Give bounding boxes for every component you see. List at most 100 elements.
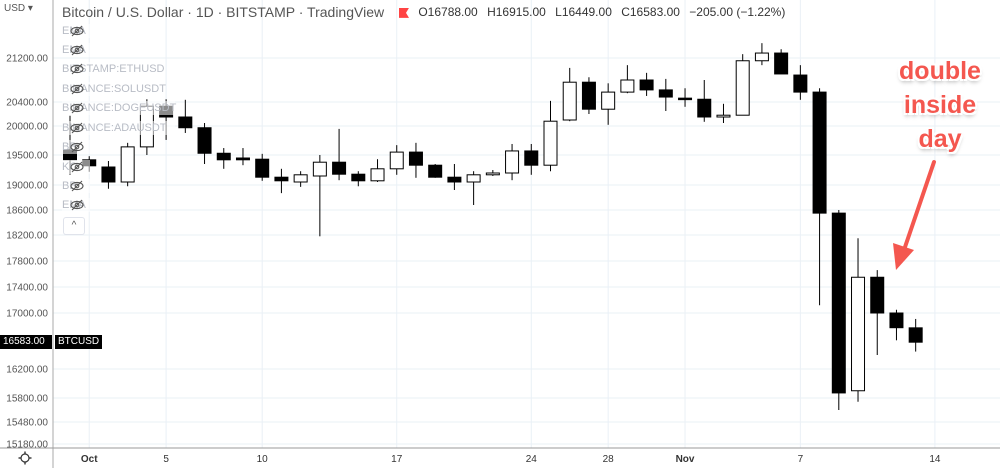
candle-body bbox=[620, 79, 635, 93]
date-tick-label: 24 bbox=[526, 454, 538, 465]
candle-body bbox=[793, 74, 808, 93]
candle bbox=[639, 72, 654, 96]
legend-item[interactable]: EMA bbox=[62, 24, 90, 38]
price-tick-label: 16200.00 bbox=[6, 365, 48, 376]
legend-item[interactable]: BITSTAMP:ETHUSD bbox=[62, 62, 164, 76]
candle-body bbox=[754, 52, 769, 62]
candle bbox=[197, 123, 212, 164]
candle-body bbox=[543, 120, 558, 166]
price-tick-label: 15180.00 bbox=[6, 440, 48, 451]
candle bbox=[908, 318, 923, 352]
date-tick-label: Nov bbox=[676, 454, 695, 465]
candle-body bbox=[293, 174, 308, 183]
eye-hidden-icon[interactable] bbox=[70, 140, 84, 154]
eye-hidden-icon[interactable] bbox=[70, 82, 84, 96]
candle-body bbox=[485, 172, 500, 176]
high-value: H16915.00 bbox=[487, 5, 546, 19]
candle-body bbox=[658, 89, 673, 98]
legend-label: BINANCE:DOGEUSDT bbox=[62, 102, 177, 114]
time-axis[interactable]: Oct 5 10 17 24 28 Nov 7 14 bbox=[81, 454, 941, 465]
candle bbox=[562, 67, 577, 122]
price-axis[interactable]: 21200.00 20400.00 20000.00 19500.00 19000.00… bbox=[6, 54, 48, 451]
legend-item[interactable]: KC bbox=[62, 160, 90, 174]
annotation-line: double bbox=[899, 57, 981, 85]
candle bbox=[697, 80, 712, 122]
candle-body bbox=[870, 276, 885, 314]
legend-item[interactable]: EMA bbox=[62, 198, 90, 212]
legend-item[interactable]: BB bbox=[62, 140, 90, 154]
candle-body bbox=[197, 127, 212, 154]
eye-hidden-icon[interactable] bbox=[70, 24, 84, 38]
candle bbox=[735, 54, 750, 116]
candle bbox=[754, 43, 769, 66]
candle bbox=[851, 238, 866, 402]
flag-icon[interactable] bbox=[399, 7, 409, 18]
candle-body bbox=[639, 79, 654, 91]
candle-body bbox=[581, 81, 596, 110]
candle-body bbox=[120, 146, 135, 183]
candle bbox=[601, 83, 616, 125]
candle bbox=[255, 153, 270, 181]
candle bbox=[428, 164, 443, 178]
candle bbox=[332, 128, 347, 181]
candle-body bbox=[716, 114, 731, 118]
price-tick-label: 20000.00 bbox=[6, 122, 48, 133]
collapse-legend-button[interactable]: ^ bbox=[63, 217, 85, 235]
candle-body bbox=[312, 161, 327, 177]
candle bbox=[408, 142, 423, 178]
date-tick-label: 28 bbox=[603, 454, 615, 465]
candle bbox=[120, 142, 135, 187]
candle-body bbox=[255, 158, 270, 178]
candle bbox=[678, 88, 693, 107]
ohlc-readout: O16788.00 H16915.00 L16449.00 C16583.00 … bbox=[385, 5, 791, 19]
candle-body bbox=[812, 91, 827, 214]
candle bbox=[524, 143, 539, 175]
candle-body bbox=[562, 81, 577, 121]
candle-body bbox=[735, 60, 750, 116]
candle-body bbox=[908, 327, 923, 343]
candle bbox=[351, 171, 366, 187]
candle-body bbox=[178, 116, 193, 129]
candle bbox=[370, 159, 385, 182]
symbol-title: Bitcoin / U.S. Dollar · 1D · BITSTAMP · … bbox=[62, 4, 385, 20]
candle bbox=[101, 161, 116, 189]
date-tick-label: 7 bbox=[798, 454, 804, 465]
candle-body bbox=[524, 150, 539, 166]
candle-body bbox=[351, 173, 366, 182]
symbol-tag: BTCUSD bbox=[55, 335, 103, 349]
price-tick-label: 20400.00 bbox=[6, 98, 48, 109]
settings-gear-icon[interactable] bbox=[18, 451, 32, 465]
legend-item[interactable]: BINANCE:SOLUSDT bbox=[62, 82, 166, 96]
currency-dropdown[interactable]: USD ▾ bbox=[4, 3, 33, 14]
eye-hidden-icon[interactable] bbox=[70, 121, 84, 135]
candle bbox=[658, 78, 673, 111]
candle bbox=[716, 103, 731, 123]
eye-hidden-icon[interactable] bbox=[70, 43, 84, 57]
candle bbox=[505, 143, 520, 181]
candle-body bbox=[889, 312, 904, 329]
annotation-text: double inside day bbox=[884, 54, 996, 156]
date-tick-label: 14 bbox=[929, 454, 941, 465]
legend-item[interactable]: BINANCE:DOGEUSDT bbox=[62, 101, 177, 115]
legend-item[interactable]: BB bbox=[62, 179, 90, 193]
low-value: L16449.00 bbox=[555, 5, 612, 19]
candle-body bbox=[505, 150, 520, 174]
candle bbox=[312, 155, 327, 237]
eye-hidden-icon[interactable] bbox=[70, 101, 84, 115]
candle bbox=[178, 99, 193, 133]
currency-label: USD bbox=[4, 3, 26, 14]
candle bbox=[620, 65, 635, 94]
eye-hidden-icon[interactable] bbox=[70, 179, 84, 193]
annotation-line: day bbox=[918, 125, 962, 153]
candle-body bbox=[774, 52, 789, 75]
legend-item[interactable]: EMA bbox=[62, 43, 90, 57]
candle-body bbox=[697, 98, 712, 118]
candle-body bbox=[428, 164, 443, 178]
legend-item[interactable]: BINANCE:ADAUSDT bbox=[62, 121, 175, 135]
candle-body bbox=[447, 176, 462, 183]
eye-hidden-icon[interactable] bbox=[70, 62, 84, 76]
eye-hidden-icon[interactable] bbox=[70, 160, 84, 174]
eye-hidden-icon[interactable] bbox=[70, 198, 84, 212]
